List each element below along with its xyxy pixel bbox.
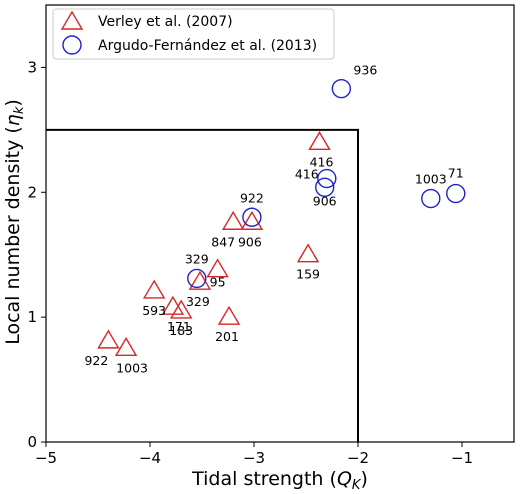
- y-tick-label: 3: [27, 58, 37, 76]
- point-label: 1003: [116, 360, 148, 375]
- circle-marker: [317, 168, 337, 189]
- x-axis-title: Tidal strength (QK): [191, 468, 368, 493]
- ticks-layer: −5 −4 −3 −2 −1 0 1 2 3: [27, 58, 473, 467]
- point-label: 171: [167, 319, 191, 334]
- triangle-marker: [142, 279, 166, 299]
- x-tick-label: −5: [35, 449, 57, 467]
- x-tick-label: −1: [451, 449, 473, 467]
- triangle-marker: [114, 336, 138, 357]
- circle-marker: [421, 188, 441, 209]
- circle-marker: [446, 183, 466, 204]
- point-label: 593: [142, 303, 166, 318]
- x-tick-label: −3: [243, 449, 265, 467]
- triangle-marker: [296, 243, 320, 263]
- triangle-marker: [240, 210, 264, 230]
- y-tick-label: 0: [27, 433, 37, 451]
- region-boundary: [46, 128, 359, 442]
- point-label: 906: [313, 193, 337, 208]
- point-label: 329: [186, 294, 210, 309]
- point-label: 95: [210, 275, 226, 290]
- point-label: 416: [295, 167, 319, 182]
- circle-marker: [315, 177, 335, 197]
- marks-layer: [97, 78, 466, 357]
- x-axis-title-subscript: K: [352, 478, 362, 493]
- plot-frame: [45, 4, 515, 443]
- triangle-marker: [217, 305, 241, 325]
- legend-triangle-marker: [60, 10, 84, 30]
- y-axis-title-subscript: k: [12, 106, 27, 114]
- y-axis-title-symbol: η: [2, 114, 24, 126]
- y-tick-label: 1: [27, 308, 37, 326]
- point-label: 847: [211, 234, 235, 249]
- circle-marker: [187, 268, 207, 289]
- legend: Verley et al. (2007) Argudo-Fernández et…: [52, 8, 335, 60]
- circle-marker: [331, 78, 352, 99]
- x-tick-label: −2: [347, 449, 369, 467]
- y-axis-title: Local number density (ηk): [2, 99, 27, 345]
- x-axis-title-main: Tidal strength (: [191, 468, 337, 490]
- point-label: 922: [84, 353, 108, 368]
- triangle-marker: [221, 210, 245, 230]
- legend-box: [52, 8, 335, 60]
- point-label: 71: [448, 166, 464, 181]
- point-label: 329: [185, 251, 209, 266]
- triangle-marker: [169, 299, 193, 319]
- point-label: 416: [310, 154, 334, 169]
- point-label: 906: [238, 234, 262, 249]
- y-axis-title-end: ): [2, 99, 24, 106]
- triangle-marker: [206, 258, 229, 278]
- legend-series-1-label: Verley et al. (2007): [98, 14, 233, 30]
- x-axis-title-end: ): [360, 468, 367, 490]
- circle-marker: [242, 207, 262, 227]
- legend-series-2-label: Argudo-Fernández et al. (2013): [98, 38, 317, 54]
- point-label: 201: [215, 329, 239, 344]
- x-tick-label: −4: [139, 449, 161, 467]
- legend-circle-marker: [62, 35, 82, 55]
- point-label: 1003: [415, 172, 447, 187]
- point-label: 159: [296, 267, 320, 282]
- triangle-marker: [97, 329, 120, 349]
- region-layer: [46, 128, 359, 442]
- point-label: 936: [353, 63, 377, 78]
- y-axis-title-main: Local number density (: [2, 126, 24, 345]
- y-tick-label: 2: [27, 183, 37, 201]
- x-axis-title-symbol: Q: [337, 468, 352, 490]
- triangle-marker: [308, 130, 331, 151]
- point-label: 922: [240, 190, 264, 205]
- point-label: 183: [169, 323, 193, 338]
